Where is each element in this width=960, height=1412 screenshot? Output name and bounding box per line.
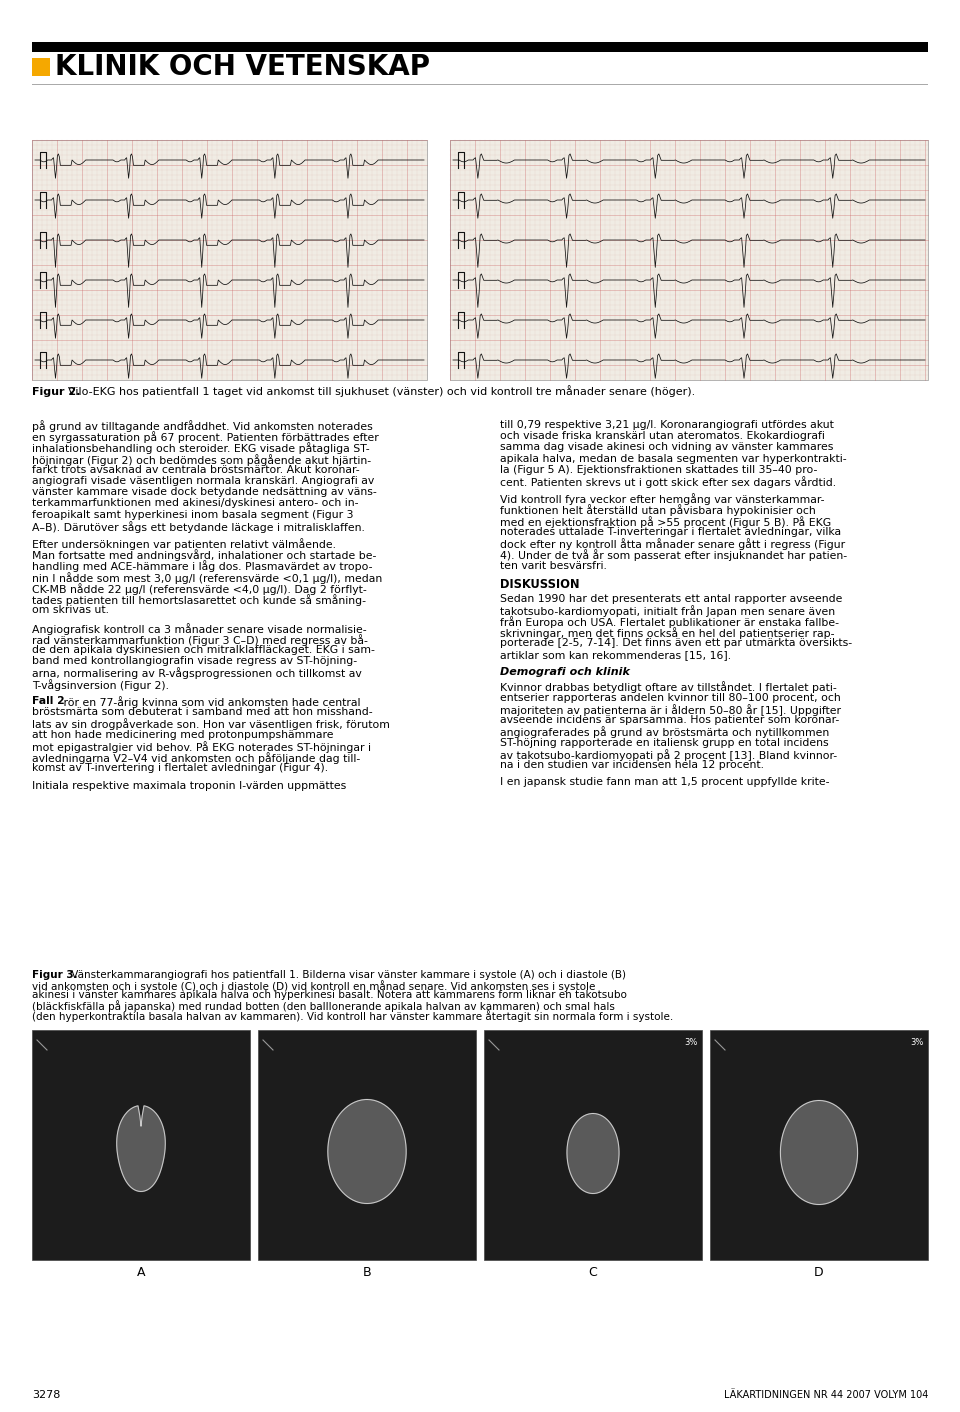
Polygon shape [567,1114,619,1193]
Polygon shape [780,1100,857,1204]
Text: la (Figur 5 A). Ejektionsfraktionen skattades till 35–40 pro-: la (Figur 5 A). Ejektionsfraktionen skat… [500,465,817,474]
Text: B: B [363,1267,372,1279]
Bar [450,140,928,380]
Text: KLINIK OCH VETENSKAP: KLINIK OCH VETENSKAP [55,54,430,80]
Text: entserier rapporteras andelen kvinnor till 80–100 procent, och: entserier rapporteras andelen kvinnor ti… [500,693,841,703]
Text: vänster kammare visade dock betydande nedsättning av väns-: vänster kammare visade dock betydande ne… [32,487,376,497]
Text: Kvinnor drabbas betydligt oftare av tillståndet. I flertalet pati-: Kvinnor drabbas betydligt oftare av till… [500,682,837,693]
Text: 3%: 3% [684,1038,698,1048]
Text: till 0,79 respektive 3,21 μg/l. Koronarangiografi utfördes akut: till 0,79 respektive 3,21 μg/l. Koronara… [500,419,834,431]
Text: porterade [2-5, 7-14]. Det finns även ett par utmärkta översikts-: porterade [2-5, 7-14]. Det finns även et… [500,638,852,648]
Text: de den apikala dyskinesien och mitralklaffläckaget. EKG i sam-: de den apikala dyskinesien och mitralkla… [32,645,374,655]
Text: artiklar som kan rekommenderas [15, 16].: artiklar som kan rekommenderas [15, 16]. [500,650,732,659]
Text: skrivningar, men det finns också en hel del patientserier rap-: skrivningar, men det finns också en hel … [500,627,834,640]
Text: Angiografisk kontroll ca 3 månader senare visade normalisie-: Angiografisk kontroll ca 3 månader senar… [32,623,367,634]
Text: avledningarna V2–V4 vid ankomsten och påföljande dag till-: avledningarna V2–V4 vid ankomsten och på… [32,753,360,764]
Bar [32,140,427,380]
Text: Demografi och klinik: Demografi och klinik [500,666,630,676]
Text: dock efter ny kontroll åtta månader senare gått i regress (Figur: dock efter ny kontroll åtta månader sena… [500,538,845,551]
Text: noterades uttalade T-inverteringar i flertalet avledningar, vilka: noterades uttalade T-inverteringar i fle… [500,527,841,537]
Text: höjningar (Figur 2) och bedömdes som pågående akut hjärtin-: höjningar (Figur 2) och bedömdes som påg… [32,453,372,466]
Text: en syrgassaturation på 67 procent. Patienten förbättrades efter: en syrgassaturation på 67 procent. Patie… [32,431,379,443]
Text: cent. Patienten skrevs ut i gott skick efter sex dagars vårdtid.: cent. Patienten skrevs ut i gott skick e… [500,476,836,489]
Text: terkammarfunktionen med akinesi/dyskinesi antero- och in-: terkammarfunktionen med akinesi/dyskines… [32,498,358,508]
Text: inhalationsbehandling och steroider. EKG visade påtagliga ST-: inhalationsbehandling och steroider. EKG… [32,442,370,455]
Text: Initiala respektive maximala troponin I-värden uppmättes: Initiala respektive maximala troponin I-… [32,781,347,791]
Text: funktionen helt återställd utan påvisbara hypokinisier och: funktionen helt återställd utan påvisbar… [500,504,816,517]
Text: arna, normalisering av R-vågsprogressionen och tillkomst av: arna, normalisering av R-vågsprogression… [32,668,362,679]
Text: T-vågsinversion (Figur 2).: T-vågsinversion (Figur 2). [32,679,169,690]
Text: lats av sin drogpåverkade son. Hon var väsentligen frisk, förutom: lats av sin drogpåverkade son. Hon var v… [32,719,390,730]
Text: från Europa och USA. Flertalet publikationer är enstaka fallbe-: från Europa och USA. Flertalet publikati… [500,616,839,628]
Polygon shape [117,1106,165,1192]
Text: majoriteten av patienterna är i åldern 50–80 år [15]. Uppgifter: majoriteten av patienterna är i åldern 5… [500,705,841,716]
Bar [484,1029,702,1260]
Text: rör en 77-årig kvinna som vid ankomsten hade central: rör en 77-årig kvinna som vid ankomsten … [60,696,361,707]
Text: C: C [588,1267,597,1279]
Text: A–B). Därutöver sågs ett betydande läckage i mitralisklaffen.: A–B). Därutöver sågs ett betydande läcka… [32,521,365,532]
Text: handling med ACE-hämmare i låg dos. Plasmavärdet av tropo-: handling med ACE-hämmare i låg dos. Plas… [32,561,372,572]
Text: nin I nådde som mest 3,0 μg/l (referensvärde <0,1 μg/l), medan: nin I nådde som mest 3,0 μg/l (referensv… [32,572,382,583]
Text: band med kontrollangiografin visade regress av ST-höjning-: band med kontrollangiografin visade regr… [32,657,357,666]
Text: D: D [814,1267,824,1279]
Text: Efter undersökningen var patienten relativt välmående.: Efter undersökningen var patienten relat… [32,538,336,551]
Bar [32,42,928,52]
Text: farkt trots avsaknad av centrala bröstsmärtor. Akut koronar-: farkt trots avsaknad av centrala bröstsm… [32,465,360,474]
Text: ten varit besvärsfri.: ten varit besvärsfri. [500,561,607,570]
Text: avseende incidens är sparsamma. Hos patienter som koronar-: avseende incidens är sparsamma. Hos pati… [500,714,839,726]
Text: Sedan 1990 har det presenterats ett antal rapporter avseende: Sedan 1990 har det presenterats ett anta… [500,593,842,603]
Text: (den hyperkontraktila basala halvan av kammaren). Vid kontroll har vänster kamma: (den hyperkontraktila basala halvan av k… [32,1010,673,1022]
Text: 3278: 3278 [32,1389,60,1401]
Text: Figur 3.: Figur 3. [32,970,78,980]
Text: och visade friska kranskärl utan ateromatos. Ekokardiografi: och visade friska kranskärl utan ateroma… [500,431,825,441]
Text: Vänsterkammarangiografi hos patientfall 1. Bilderna visar vänster kammare i syst: Vänsterkammarangiografi hos patientfall … [68,970,626,980]
Text: av takotsubo-kardiomyopati på 2 procent [13]. Bland kvinnor-: av takotsubo-kardiomyopati på 2 procent … [500,748,837,761]
Text: 3%: 3% [911,1038,924,1048]
Text: takotsubo-kardiomyopati, initialt från Japan men senare även: takotsubo-kardiomyopati, initialt från J… [500,604,835,617]
Text: Figur 2.: Figur 2. [32,387,81,397]
Text: rad vänsterkammarfunktion (Figur 3 C–D) med regress av bå-: rad vänsterkammarfunktion (Figur 3 C–D) … [32,634,368,645]
Text: angiografi visade väsentligen normala kranskärl. Angiografi av: angiografi visade väsentligen normala kr… [32,476,374,486]
Text: samma dag visade akinesi och vidning av vänster kammares: samma dag visade akinesi och vidning av … [500,442,833,452]
Text: akinesi i vänster kammares apikala halva och hyperkinesi basalt. Notera att kamm: akinesi i vänster kammares apikala halva… [32,990,627,1000]
Text: bröstsmärta som debuterat i samband med att hon misshand-: bröstsmärta som debuterat i samband med … [32,707,372,717]
Text: feroapikalt samt hyperkinesi inom basala segment (Figur 3: feroapikalt samt hyperkinesi inom basala… [32,510,353,520]
Text: Fall 2: Fall 2 [32,696,64,706]
Text: komst av T-invertering i flertalet avledningar (Figur 4).: komst av T-invertering i flertalet avled… [32,764,328,774]
Text: Vilo-EKG hos patientfall 1 taget vid ankomst till sjukhuset (vänster) och vid ko: Vilo-EKG hos patientfall 1 taget vid ank… [68,385,695,397]
Text: DISKUSSION: DISKUSSION [500,578,580,590]
Text: I en japansk studie fann man att 1,5 procent uppfyllde krite-: I en japansk studie fann man att 1,5 pro… [500,777,829,788]
Text: med en ejektionsfraktion på >55 procent (Figur 5 B). På EKG: med en ejektionsfraktion på >55 procent … [500,515,831,528]
Polygon shape [327,1100,406,1203]
Text: apikala halva, medan de basala segmenten var hyperkontrakti-: apikala halva, medan de basala segmenten… [500,453,847,463]
Text: ST-höjning rapporterade en italiensk grupp en total incidens: ST-höjning rapporterade en italiensk gru… [500,737,828,747]
Bar [32,58,50,76]
Text: tades patienten till hemortslasarettet och kunde så småning-: tades patienten till hemortslasarettet o… [32,594,366,606]
Bar [32,1029,250,1260]
Text: på grund av tilltagande andfåddhet. Vid ankomsten noterades: på grund av tilltagande andfåddhet. Vid … [32,419,372,432]
Text: LÄKARTIDNINGEN NR 44 2007 VOLYM 104: LÄKARTIDNINGEN NR 44 2007 VOLYM 104 [724,1389,928,1401]
Text: om skrivas ut.: om skrivas ut. [32,606,109,616]
Text: A: A [136,1267,145,1279]
Text: 4). Under de två år som passerat efter insjuknandet har patien-: 4). Under de två år som passerat efter i… [500,549,847,561]
Text: Man fortsatte med andningsvård, inhalationer och startade be-: Man fortsatte med andningsvård, inhalati… [32,549,376,561]
Text: angiograferades på grund av bröstsmärta och nytillkommen: angiograferades på grund av bröstsmärta … [500,726,829,738]
Text: vid ankomsten och i systole (C) och i diastole (D) vid kontroll en månad senare.: vid ankomsten och i systole (C) och i di… [32,980,595,991]
Text: Vid kontroll fyra veckor efter hemgång var vänsterkammar-: Vid kontroll fyra veckor efter hemgång v… [500,493,825,505]
Bar [710,1029,928,1260]
Text: CK-MB nådde 22 μg/l (referensvärde <4,0 μg/l). Dag 2 förflyt-: CK-MB nådde 22 μg/l (referensvärde <4,0 … [32,583,367,594]
Bar [258,1029,476,1260]
Text: (bläckfiskfälla på japanska) med rundad botten (den balllonerande apikala halvan: (bläckfiskfälla på japanska) med rundad … [32,1000,614,1012]
Text: att hon hade medicinering med protonpumpshämmare: att hon hade medicinering med protonpump… [32,730,333,740]
Text: mot epigastralgier vid behov. På EKG noterades ST-höjningar i: mot epigastralgier vid behov. På EKG not… [32,741,371,753]
Text: na i den studien var incidensen hela 12 procent.: na i den studien var incidensen hela 12 … [500,760,764,770]
